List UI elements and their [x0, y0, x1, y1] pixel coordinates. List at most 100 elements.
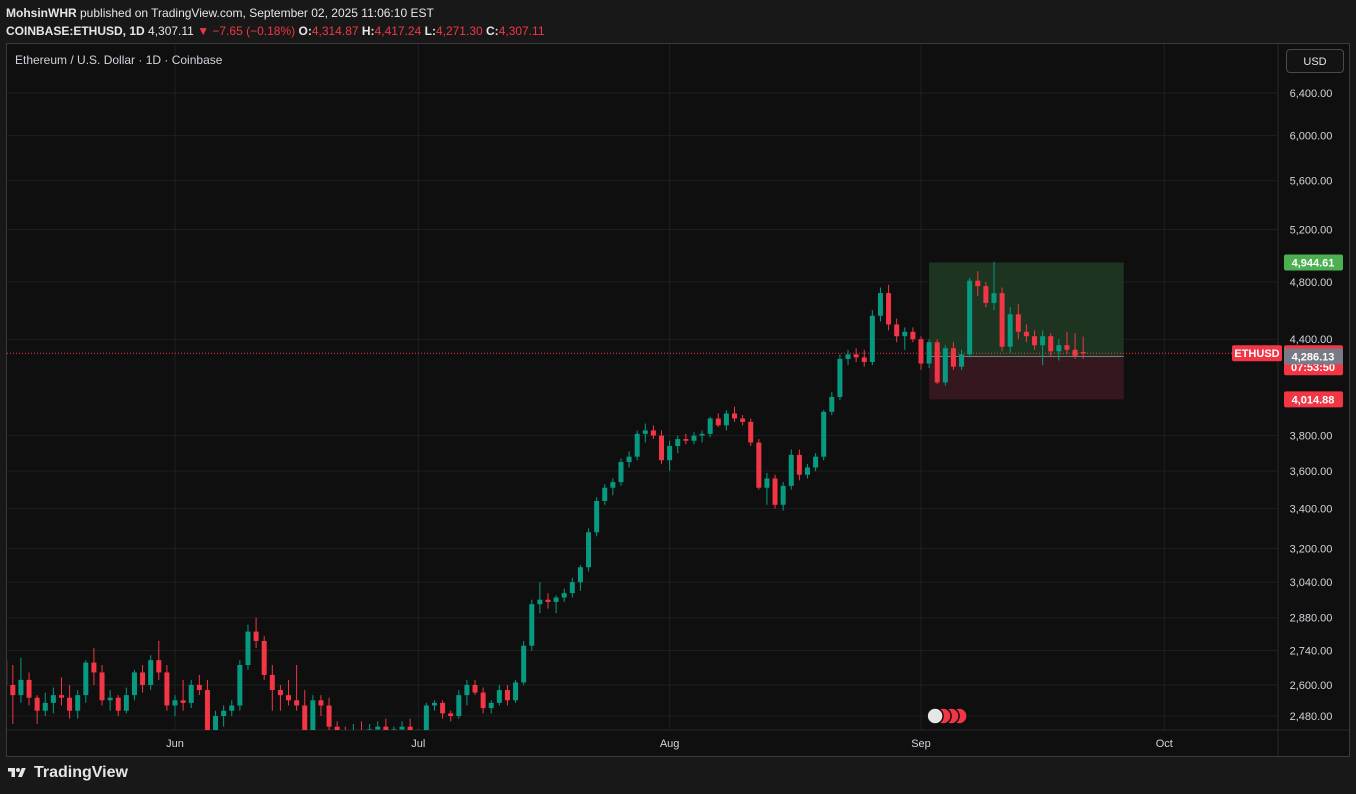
last-price: 4,307.11: [148, 24, 194, 38]
candle-body: [204, 690, 210, 730]
candle-body: [569, 582, 575, 594]
low-value: 4,271.30: [435, 24, 483, 38]
candle: [245, 624, 251, 670]
candle: [131, 669, 137, 701]
candle-body: [131, 672, 137, 696]
candle: [188, 679, 194, 709]
currency-button[interactable]: USD: [1286, 49, 1344, 73]
price-marker-label: 4,014.88: [1292, 394, 1335, 406]
candle-body: [269, 674, 275, 691]
x-tick-label: Sep: [911, 738, 931, 750]
candle: [902, 327, 908, 350]
candle: [1023, 324, 1029, 343]
candle: [569, 577, 575, 598]
candle-body: [886, 293, 892, 325]
candle: [253, 617, 259, 649]
price-change: ▼ −7.65 (−0.18%): [197, 24, 296, 38]
candle: [959, 349, 965, 370]
candle-body: [618, 462, 624, 483]
candle: [780, 482, 786, 511]
candle: [577, 565, 583, 591]
candle-body: [1072, 349, 1078, 356]
candle: [269, 665, 275, 711]
candle: [480, 687, 486, 714]
candle-body: [496, 690, 502, 703]
candle-body: [1023, 331, 1029, 337]
candle: [1040, 330, 1046, 366]
candle: [42, 692, 48, 716]
candle-body: [221, 710, 227, 716]
candle: [877, 287, 883, 322]
candle: [675, 435, 681, 454]
candle-body: [34, 697, 40, 711]
candle: [496, 684, 502, 706]
x-tick-label: Oct: [1156, 738, 1173, 750]
candle-body: [213, 716, 219, 730]
candle: [1015, 304, 1021, 340]
candle-body: [383, 726, 389, 730]
candle-body: [877, 293, 883, 316]
candle: [967, 277, 973, 358]
price-marker-label: 07:53:50: [1291, 362, 1335, 374]
chart-pane[interactable]: [6, 43, 1350, 757]
y-tick-label: 3,800.00: [1290, 431, 1333, 443]
candle: [456, 690, 462, 719]
candle-body: [367, 729, 373, 730]
candle: [488, 700, 494, 714]
candle-body: [642, 430, 648, 434]
y-tick-label: 3,040.00: [1290, 577, 1333, 589]
candle-body: [561, 593, 567, 598]
price-marker-label: 4,286.13: [1292, 351, 1335, 363]
candle: [1072, 333, 1078, 359]
candle-body: [1056, 345, 1062, 352]
candle-body: [1048, 336, 1054, 352]
candle-body: [967, 280, 973, 355]
candle: [723, 410, 729, 431]
y-tick-label: 6,000.00: [1290, 130, 1333, 142]
candle-body: [740, 418, 746, 422]
candle: [164, 665, 170, 711]
candle-body: [610, 482, 616, 488]
tradingview-footer[interactable]: TradingView: [6, 764, 128, 782]
candle-body: [42, 702, 48, 711]
candle-body: [180, 700, 186, 703]
candle-body: [472, 684, 478, 693]
candle: [529, 599, 535, 651]
y-tick-label: 6,400.00: [1290, 88, 1333, 100]
candle-body: [845, 354, 851, 359]
candle-body: [667, 446, 673, 461]
candle: [991, 261, 997, 311]
candle: [156, 640, 162, 680]
candle: [7, 660, 8, 685]
candle-body: [123, 695, 129, 711]
candle-body: [602, 487, 608, 501]
price-marker: 4,286.13: [1284, 348, 1343, 365]
candle-body: [245, 631, 251, 666]
candle: [553, 595, 559, 614]
candle: [715, 413, 721, 427]
symbol-label: COINBASE:ETHUSD, 1D: [6, 24, 145, 38]
candle-body: [683, 439, 689, 441]
candle-body: [934, 342, 940, 383]
candle: [334, 721, 340, 730]
candle: [375, 721, 381, 730]
publisher-name[interactable]: MohsinWHR: [6, 6, 77, 20]
candle-body: [391, 729, 397, 730]
candle-body: [537, 599, 543, 605]
candle: [58, 677, 64, 706]
candle-body: [156, 660, 162, 673]
candle: [602, 484, 608, 505]
candle: [642, 423, 648, 443]
candle-body: [959, 354, 965, 367]
y-tick-label: 2,600.00: [1290, 680, 1333, 692]
chart-title: Ethereum / U.S. Dollar · 1D · Coinbase: [15, 53, 223, 67]
candle: [667, 440, 673, 472]
candle: [472, 679, 478, 696]
candle-body: [821, 411, 827, 457]
candle: [407, 718, 413, 730]
candle: [594, 497, 600, 537]
y-tick-label: 3,600.00: [1290, 466, 1333, 478]
candle: [196, 674, 202, 696]
candle: [448, 710, 454, 722]
